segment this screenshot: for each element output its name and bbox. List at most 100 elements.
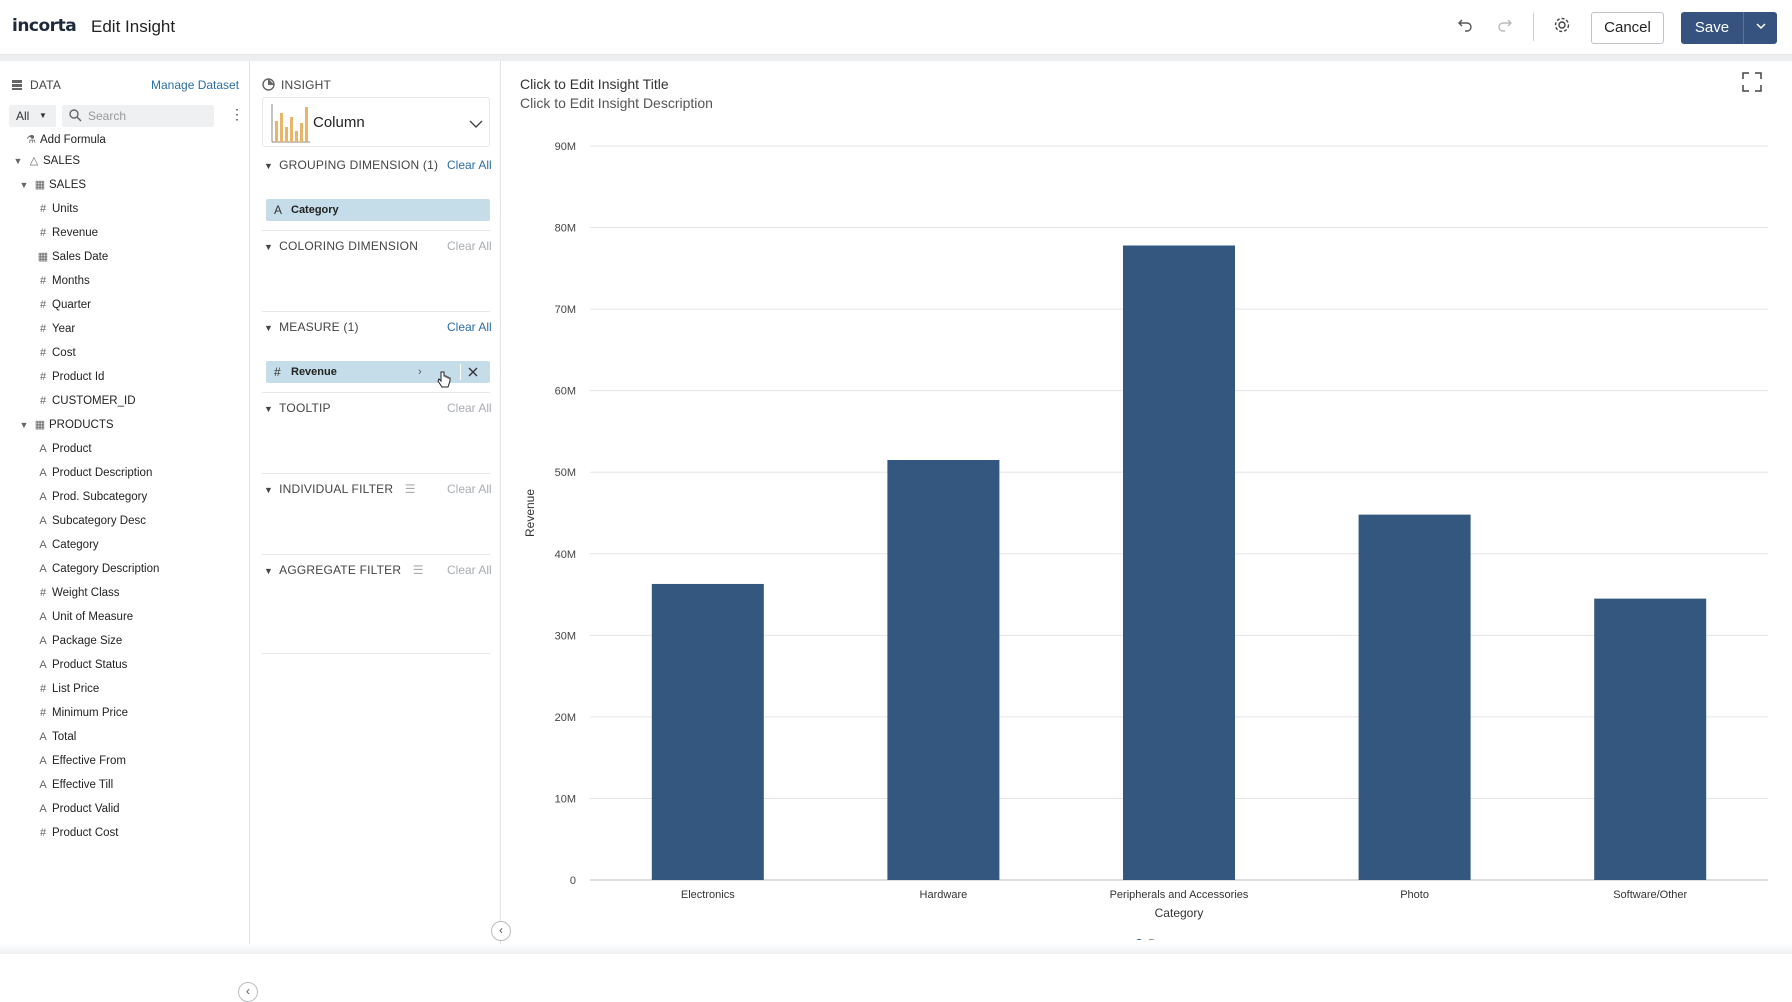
field-label: Unit of Measure — [52, 611, 134, 623]
field-item[interactable]: # Units — [36, 199, 78, 219]
field-item[interactable]: A Product — [36, 439, 92, 459]
bar[interactable] — [1358, 514, 1471, 880]
settings-gear-icon[interactable] — [1551, 16, 1573, 38]
bar[interactable] — [1123, 245, 1235, 880]
pie-chart-icon — [262, 78, 275, 96]
field-label: CUSTOMER_ID — [52, 395, 136, 407]
redo-icon[interactable] — [1494, 16, 1516, 38]
incorta-logo[interactable]: incorta — [12, 16, 77, 36]
visualization-type-selector[interactable]: Column — [262, 97, 490, 147]
y-tick-label: 90M — [555, 141, 576, 153]
field-item[interactable]: # Quarter — [36, 295, 91, 315]
undo-icon[interactable] — [1454, 16, 1476, 38]
grouping-dimension-header[interactable]: ▼ GROUPING DIMENSION (1) — [264, 158, 439, 172]
caret-down-icon: ▼ — [264, 323, 274, 333]
grouping-pill-category[interactable]: A Category — [266, 199, 490, 221]
list-icon[interactable]: ☰ — [412, 563, 424, 577]
field-label: Category Description — [52, 563, 160, 575]
chevron-right-icon[interactable]: › — [418, 366, 422, 378]
measure-clear-all-link[interactable]: Clear All — [447, 320, 492, 334]
remove-close-icon[interactable] — [467, 361, 479, 383]
cancel-button[interactable]: Cancel — [1591, 12, 1664, 44]
field-item[interactable]: A Effective Till — [36, 775, 113, 795]
column-chart: 0 10M 20M 30M 40M 50M 60M 70M 80M 90M Electronics H… — [523, 141, 1768, 940]
text-type-icon: A — [274, 203, 283, 217]
field-item[interactable]: A Product Status — [36, 655, 127, 675]
save-options-chevron-down-icon[interactable] — [1743, 12, 1777, 44]
collapse-data-panel-chevron-left-icon[interactable]: ‹ — [238, 982, 258, 1002]
field-item[interactable]: # Revenue — [36, 223, 98, 243]
collapse-insight-panel-chevron-left-icon[interactable]: ‹ — [491, 921, 511, 941]
field-item[interactable]: # Weight Class — [36, 583, 120, 603]
field-label: Cost — [52, 347, 76, 359]
text-icon: A — [39, 443, 47, 455]
measure-pill-revenue[interactable]: # Revenue › — [266, 361, 490, 383]
field-label: Weight Class — [52, 587, 120, 599]
aggregate-filter-clear-all-link[interactable]: Clear All — [447, 563, 492, 577]
bar[interactable] — [887, 459, 1000, 880]
field-item[interactable]: A Effective From — [36, 751, 126, 771]
text-icon: A — [39, 611, 47, 623]
field-item[interactable]: # Year — [36, 319, 75, 339]
field-label: Minimum Price — [52, 707, 129, 719]
manage-dataset-link[interactable]: Manage Dataset — [151, 78, 240, 92]
field-label: Year — [52, 323, 76, 335]
field-item[interactable]: A Product Valid — [36, 799, 119, 819]
field-label: Total — [52, 731, 77, 743]
grouping-clear-all-link[interactable]: Clear All — [447, 158, 492, 172]
pill-divider — [460, 364, 461, 380]
fullscreen-expand-icon[interactable] — [1742, 72, 1762, 92]
field-item[interactable]: A Prod. Subcategory — [36, 487, 147, 507]
database-icon — [11, 78, 23, 96]
field-type-filter-value: All — [16, 109, 30, 123]
tooltip-header[interactable]: ▼ TOOLTIP — [264, 401, 331, 415]
coloring-dimension-header[interactable]: ▼ COLORING DIMENSION — [264, 239, 419, 253]
tooltip-clear-all-link[interactable]: Clear All — [447, 401, 492, 415]
field-item[interactable]: A Product Description — [36, 463, 152, 483]
field-item[interactable]: A Subcategory Desc — [36, 511, 146, 531]
measure-header[interactable]: ▼ MEASURE (1) — [264, 320, 359, 334]
bar[interactable] — [1594, 598, 1707, 880]
aggregate-filter-header[interactable]: ▼ AGGREGATE FILTER ☰ — [264, 563, 424, 577]
field-item[interactable]: A Package Size — [36, 631, 122, 651]
field-item[interactable]: A Total — [36, 727, 76, 747]
coloring-clear-all-link[interactable]: Clear All — [447, 239, 492, 253]
field-item[interactable]: # Months — [36, 271, 90, 291]
field-item[interactable]: A Category — [36, 535, 98, 555]
field-item[interactable]: A Unit of Measure — [36, 607, 133, 627]
table-name: SALES — [49, 179, 87, 191]
text-icon: A — [39, 779, 47, 791]
individual-filter-clear-all-link[interactable]: Clear All — [447, 482, 492, 496]
save-button[interactable]: Save — [1681, 12, 1743, 44]
field-item[interactable]: A Category Description — [36, 559, 159, 579]
tree-root-sales[interactable]: ▼ △ SALES — [11, 151, 81, 171]
table-icon: ▦ — [34, 179, 46, 191]
text-icon: A — [39, 515, 47, 527]
field-item[interactable]: # Product Cost — [36, 823, 119, 843]
field-label: Effective Till — [52, 779, 114, 791]
insight-title[interactable]: Click to Edit Insight Title — [520, 76, 669, 92]
table-node-products[interactable]: ▼ ▦ PRODUCTS — [17, 415, 114, 435]
field-item[interactable]: ▦ Sales Date — [36, 247, 108, 267]
table-node-sales[interactable]: ▼ ▦ SALES — [17, 175, 87, 195]
caret-down-icon: ▼ — [13, 156, 23, 166]
more-options-kebab-icon[interactable]: ⋮ — [230, 106, 244, 122]
field-item[interactable]: # CUSTOMER_ID — [36, 391, 136, 411]
field-item[interactable]: # Minimum Price — [36, 703, 128, 723]
field-type-filter-select[interactable]: All ▼ — [9, 105, 56, 127]
insight-description[interactable]: Click to Edit Insight Description — [520, 95, 713, 111]
field-item[interactable]: # Cost — [36, 343, 76, 363]
caret-down-icon: ▼ — [39, 111, 47, 120]
individual-filter-header[interactable]: ▼ INDIVIDUAL FILTER ☰ — [264, 482, 416, 496]
field-item[interactable]: # List Price — [36, 679, 99, 699]
field-label: Product — [52, 443, 92, 455]
bar[interactable] — [651, 583, 764, 880]
search-input[interactable]: Search — [62, 105, 214, 127]
field-item[interactable]: # Product Id — [36, 367, 104, 387]
field-label: Sales Date — [52, 251, 109, 263]
calendar-icon: ▦ — [37, 251, 49, 263]
number-icon: # — [39, 275, 47, 287]
add-formula-button[interactable]: ⚗ Add Formula — [24, 130, 106, 150]
data-panel: DATA Manage Dataset All ▼ Search ⋮ ⚗ Add … — [0, 61, 258, 1002]
list-icon[interactable]: ☰ — [404, 482, 416, 496]
